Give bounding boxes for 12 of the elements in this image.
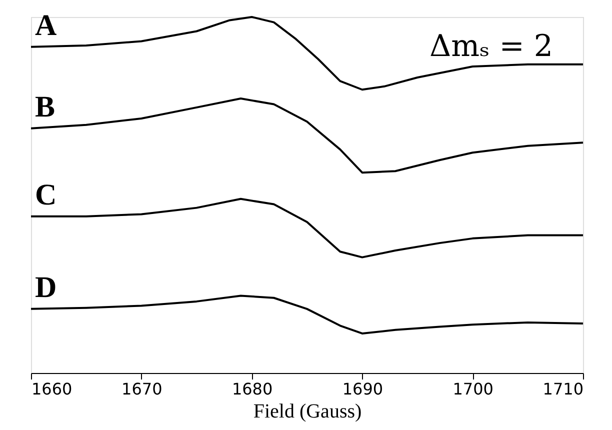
x-tick-label: 1690 [342, 380, 384, 398]
x-axis-title: Field (Gauss) [253, 400, 362, 422]
x-tick-label: 1710 [542, 380, 584, 398]
annotation: Δmₛ = 2 [429, 29, 553, 64]
series-label: B [35, 90, 56, 124]
series-label: C [35, 178, 57, 212]
x-tick-label: 1670 [122, 380, 162, 398]
x-tick-label: 1700 [452, 380, 494, 398]
series-label: D [35, 270, 57, 304]
series-label: A [35, 8, 57, 42]
x-tick-label: 1660 [32, 380, 72, 398]
x-tick-label: 1680 [232, 380, 273, 398]
